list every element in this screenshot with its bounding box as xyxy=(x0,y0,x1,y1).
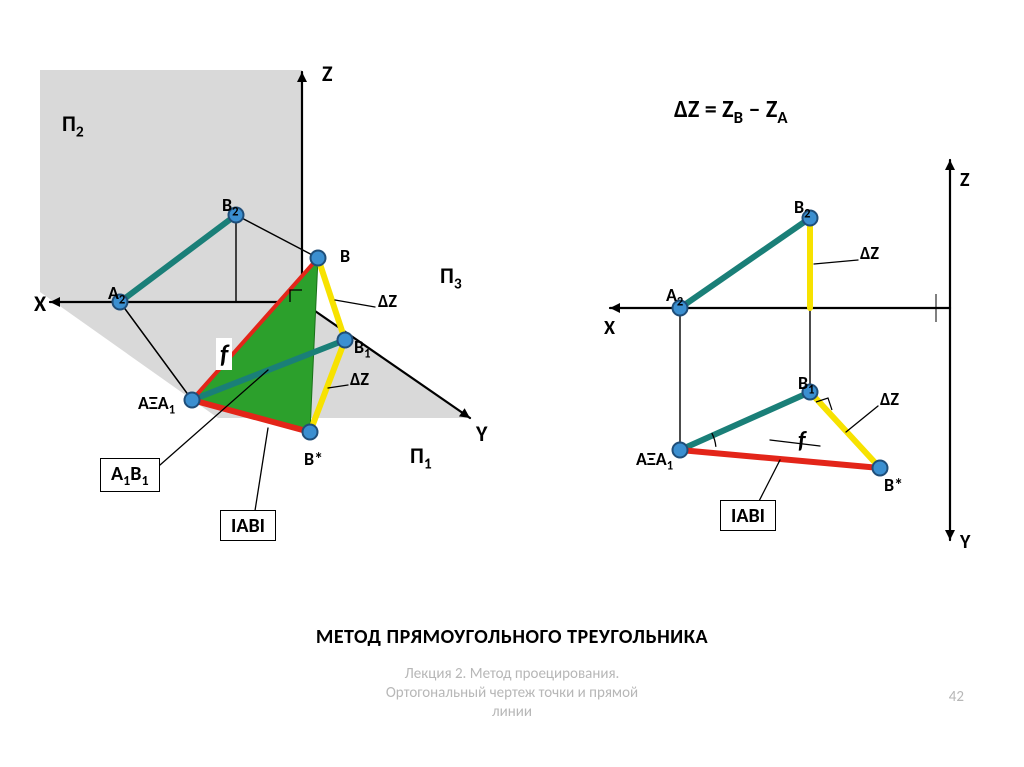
diagram-label: ΔZ xyxy=(880,388,899,410)
diagram-label: A2 xyxy=(666,284,683,310)
boxed-label: IABI xyxy=(720,500,776,531)
diagram-label: Z xyxy=(960,168,970,192)
diagram-label: X xyxy=(604,316,615,340)
diagram-label: f xyxy=(798,426,806,455)
diagram-label: B1 xyxy=(354,336,370,362)
diagram-label: B* xyxy=(304,448,323,470)
diagram-label: ΔZ xyxy=(378,290,397,312)
diagram-label: ΔZ xyxy=(350,368,369,390)
page-number: 42 xyxy=(949,688,964,706)
diagram-label: Z xyxy=(322,60,333,87)
diagram-title: МЕТОД ПРЯМОУГОЛЬНОГО ТРЕУГОЛЬНИКА xyxy=(0,625,1024,649)
diagram-label: AΞA1 xyxy=(138,392,175,418)
footer-line-1: Лекция 2. Метод проецирования. xyxy=(405,665,620,683)
boxed-label: A1B1 xyxy=(100,458,160,492)
diagram-label: B* xyxy=(884,474,903,496)
diagram-label: A2 xyxy=(108,282,125,308)
footer-line-2: Ортогональный чертеж точки и прямой xyxy=(386,684,638,702)
diagram-label: Y xyxy=(960,530,970,554)
diagram-label: Y xyxy=(476,420,487,447)
diagram-svg xyxy=(0,0,1024,767)
diagram-label: X xyxy=(34,290,46,317)
footer-line-3: линии xyxy=(492,703,532,721)
diagram-label: AΞA1 xyxy=(636,448,673,474)
diagram-label: П2 xyxy=(62,110,84,141)
boxed-label: IABI xyxy=(220,510,276,541)
diagram-label: B xyxy=(340,245,350,267)
diagram-label: П1 xyxy=(410,442,432,473)
diagram-label: ΔZ xyxy=(860,242,879,264)
diagram-label: П3 xyxy=(440,262,462,293)
diagram-label: B1 xyxy=(798,372,814,398)
diagram-label: B2 xyxy=(794,196,810,222)
diagram-label: B2 xyxy=(222,194,238,220)
formula-delta-z: ΔZ = ZB – ZA xyxy=(674,95,788,128)
diagram-label: f xyxy=(216,338,232,370)
footer-text: Лекция 2. Метод проецирования. Ортогонал… xyxy=(0,665,1024,721)
